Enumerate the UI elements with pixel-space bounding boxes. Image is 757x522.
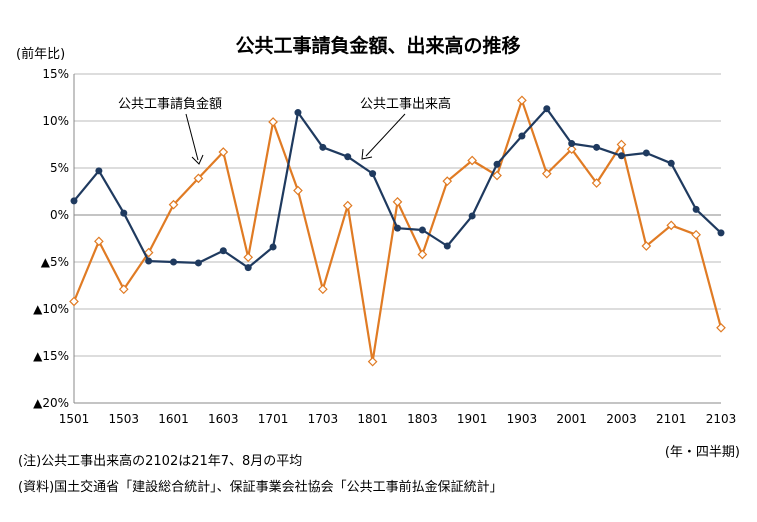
y-tick-label: ▲15% xyxy=(33,349,69,363)
data-point-output xyxy=(344,153,352,161)
data-point-contract xyxy=(168,199,179,210)
data-point-contract xyxy=(616,139,627,150)
x-tick-label: 1703 xyxy=(308,412,339,426)
x-tick-label: 1803 xyxy=(407,412,438,426)
x-axis-label: (年・四半期) xyxy=(665,445,740,460)
data-point-contract xyxy=(94,236,104,247)
arrow-output-head xyxy=(361,148,373,160)
data-point-contract xyxy=(69,296,79,307)
y-axis-label: (前年比) xyxy=(16,46,65,62)
data-point-contract xyxy=(591,178,602,188)
data-point-output xyxy=(617,152,625,160)
plot-area: 15% 10% 5% 0% ▲5% ▲10% ▲15% ▲20% 1501 1503 1601 160… xyxy=(33,67,736,426)
x-tick-label: 1701 xyxy=(258,412,289,426)
data-point-output xyxy=(642,149,650,157)
data-point-output xyxy=(394,224,401,232)
data-point-output xyxy=(120,209,128,217)
data-point-output xyxy=(219,247,227,255)
y-tick-label: 10% xyxy=(42,114,69,128)
arrow-contract-line xyxy=(185,113,199,161)
chart: 公共工事請負金額、出来高の推移 (前年比) 15% 10% 5% 0% ▲5% ▲10% ▲… xyxy=(16,34,740,460)
series-label-output: 公共工事出来高 xyxy=(360,96,451,112)
annotation-arrows xyxy=(185,113,406,165)
data-point-contract xyxy=(442,176,453,187)
y-tick-label: 5% xyxy=(50,161,69,175)
data-point-contract xyxy=(118,284,129,295)
data-point-output xyxy=(518,132,526,140)
y-tick-label: 0% xyxy=(50,208,69,222)
x-tick-label: 1603 xyxy=(208,412,239,426)
footnote-note: (注)公共工事出来高の2102は21年7、8月の平均 xyxy=(18,454,303,469)
data-point-output xyxy=(170,258,178,266)
data-point-contract xyxy=(641,241,652,251)
x-tick-label: 2101 xyxy=(656,412,687,426)
arrow-contract-head xyxy=(191,154,204,165)
x-tick-label: 1801 xyxy=(357,412,388,426)
data-point-output xyxy=(443,242,451,250)
data-point-contract xyxy=(367,356,378,367)
x-tick-label: 1601 xyxy=(158,412,189,426)
data-point-output xyxy=(418,226,426,234)
x-tick-label: 2003 xyxy=(606,412,637,426)
data-point-contract xyxy=(268,117,278,127)
series-line-1 xyxy=(73,107,722,269)
data-point-output xyxy=(593,143,601,151)
data-point-contract xyxy=(293,185,303,196)
data-point-output xyxy=(194,259,202,267)
x-tick-label: 1503 xyxy=(108,412,139,426)
chart-title: 公共工事請負金額、出来高の推移 xyxy=(235,34,520,57)
data-point-output xyxy=(493,160,501,168)
data-point-contract xyxy=(317,284,328,295)
data-point-output xyxy=(244,264,252,272)
x-tick-label: 2001 xyxy=(556,412,587,426)
data-point-contract xyxy=(417,249,428,260)
data-point-output xyxy=(294,109,302,117)
data-point-output xyxy=(269,243,277,251)
data-point-contract xyxy=(517,95,527,106)
x-tick-label: 2103 xyxy=(706,412,737,426)
data-point-output xyxy=(70,197,78,205)
data-point-contract xyxy=(492,170,502,181)
data-point-output xyxy=(145,257,153,265)
y-tick-label: 15% xyxy=(42,67,69,81)
y-tick-label: ▲10% xyxy=(33,302,69,316)
data-point-contract xyxy=(566,144,577,155)
data-point-output xyxy=(667,159,675,167)
y-tick-label: ▲5% xyxy=(41,255,69,269)
data-point-output xyxy=(468,212,476,220)
data-point-contract xyxy=(666,220,677,231)
data-point-contract xyxy=(392,196,403,207)
series-label-contract: 公共工事請負金額 xyxy=(118,96,222,112)
data-point-contract xyxy=(342,200,353,211)
data-point-output xyxy=(568,140,576,148)
data-point-output xyxy=(717,229,725,237)
data-point-contract xyxy=(716,322,726,333)
data-point-output xyxy=(543,105,551,113)
data-point-contract xyxy=(467,155,478,166)
y-tick-label: ▲20% xyxy=(33,396,69,410)
data-point-contract xyxy=(541,168,552,179)
data-point-contract xyxy=(218,147,229,157)
data-point-contract xyxy=(691,229,701,240)
data-point-output xyxy=(319,143,327,151)
data-point-output xyxy=(95,167,103,175)
footnote-source: (資料)国土交通省「建設総合統計」、保証事業会社協会「公共工事前払金保証統計」 xyxy=(18,480,503,495)
data-point-contract xyxy=(243,252,254,263)
data-point-output xyxy=(692,205,700,213)
data-point-contract xyxy=(143,247,154,258)
arrow-output-line xyxy=(365,113,406,157)
x-tick-label: 1501 xyxy=(59,412,90,426)
data-point-contract xyxy=(193,173,204,184)
x-tick-label: 1903 xyxy=(507,412,538,426)
x-tick-label: 1901 xyxy=(457,412,488,426)
data-point-output xyxy=(369,170,377,178)
